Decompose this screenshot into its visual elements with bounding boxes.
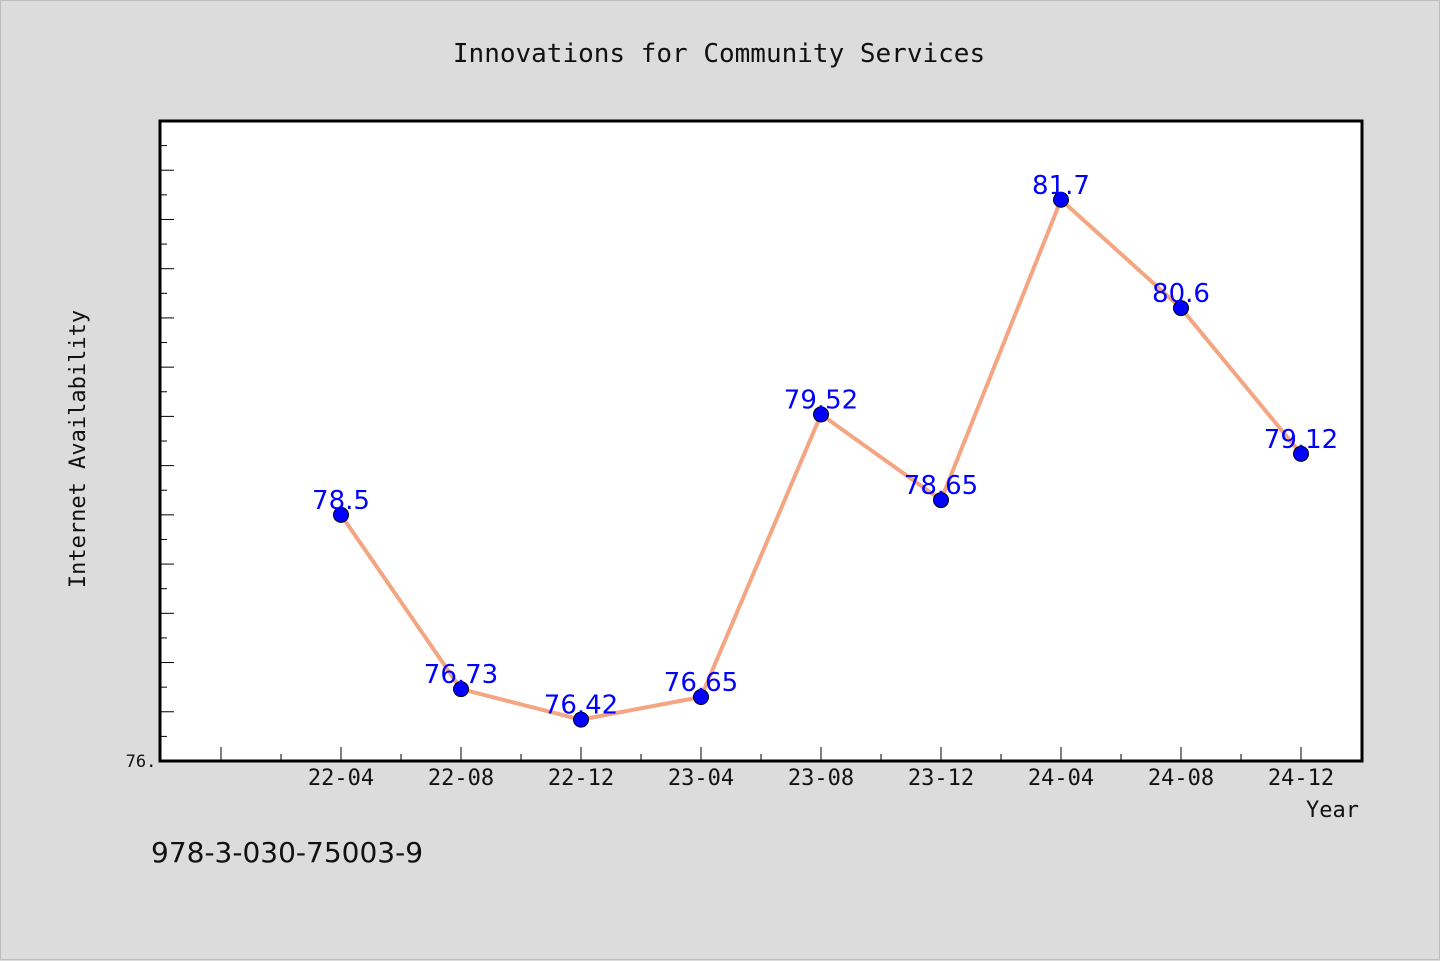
x-tick-label: 23-12 bbox=[908, 766, 974, 791]
data-label: 79.52 bbox=[784, 385, 858, 415]
data-markers bbox=[333, 191, 1309, 728]
data-label: 76.73 bbox=[424, 660, 498, 690]
data-point bbox=[813, 406, 829, 423]
plot-area bbox=[158, 119, 1364, 763]
x-tick-label: 22-04 bbox=[308, 766, 374, 791]
data-point bbox=[573, 711, 589, 728]
data-label: 76.42 bbox=[544, 691, 618, 721]
x-tick-label: 23-04 bbox=[668, 766, 734, 791]
data-point bbox=[1053, 191, 1069, 208]
x-tick-label: 24-04 bbox=[1028, 766, 1094, 791]
data-point bbox=[1173, 300, 1189, 317]
x-tick-label: 24-12 bbox=[1268, 766, 1334, 791]
isbn-text: 978-3-030-75003-9 bbox=[151, 836, 424, 869]
x-tick-labels: 22-04 22-08 22-12 23-04 23-08 23-12 24-04 24-08… bbox=[308, 766, 1334, 791]
data-label: 78.65 bbox=[904, 471, 978, 501]
chart-title: Innovations for Community Services bbox=[453, 39, 985, 69]
y-axis-ticks bbox=[160, 120, 174, 762]
x-axis-title: Year bbox=[1306, 798, 1359, 823]
x-axis-ticks bbox=[220, 747, 1362, 761]
data-point bbox=[693, 689, 709, 705]
data-label: 78.5 bbox=[312, 486, 370, 516]
data-label: 80.6 bbox=[1152, 279, 1210, 309]
y-axis-title: Internet Availability bbox=[66, 310, 91, 588]
data-point bbox=[933, 492, 949, 509]
data-point bbox=[1293, 445, 1309, 462]
x-tick-label: 23-08 bbox=[788, 766, 854, 791]
data-point bbox=[333, 506, 349, 523]
y-tick-label: 76. bbox=[126, 752, 157, 772]
data-label: 76.65 bbox=[664, 668, 738, 698]
data-labels: 78.5 76.73 76.42 76.65 79.52 78.65 81.7 80.6 79.… bbox=[312, 171, 1338, 721]
data-point bbox=[453, 681, 469, 698]
x-tick-label: 22-12 bbox=[548, 766, 614, 791]
x-tick-label: 22-08 bbox=[428, 766, 494, 791]
data-label: 79.12 bbox=[1264, 425, 1338, 455]
x-tick-label: 24-08 bbox=[1148, 766, 1214, 791]
data-label: 81.7 bbox=[1032, 171, 1090, 201]
